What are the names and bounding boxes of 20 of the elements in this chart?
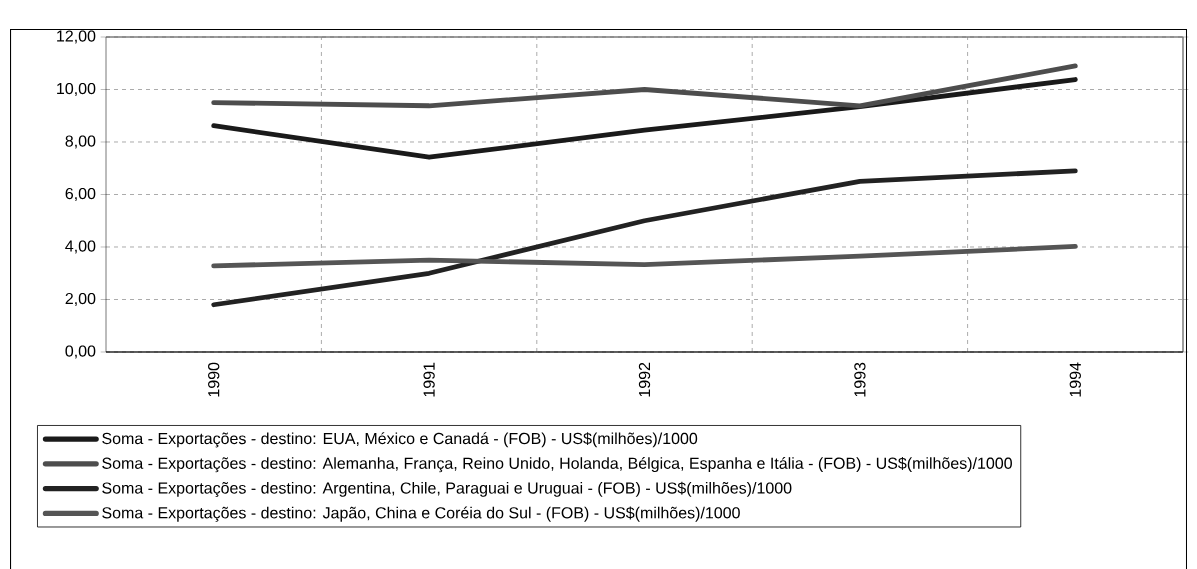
line-series: [211, 63, 1078, 109]
legend-label: Soma - Exportações - destino: Alemanha, França, Reino Unido, Holanda, Bélgica, Espanha e Itália - (FOB) - US$(milhões)/1000: [102, 456, 1012, 473]
legend-label: Soma - Exportações - destino: Argentina, Chile, Paraguai e Uruguai - (FOB) - US$(milhões)/1000: [102, 481, 792, 497]
line-series: [211, 244, 1078, 269]
x-tick-label: 1991: [423, 362, 435, 397]
y-tick-label: 8,00: [65, 135, 96, 149]
y-tick-label: 6,00: [65, 187, 96, 202]
legend-label: Soma - Exportações - destino: Japão, China e Coréia do Sul - (FOB) - US$(milhões)/1000: [102, 506, 740, 522]
x-tick-label: 1994: [1069, 362, 1081, 397]
y-tick-label: 12,00: [57, 30, 96, 44]
legend-label: Soma - Exportações - destino: EUA, México e Canadá - (FOB) - US$(milhões)/1000: [102, 432, 698, 448]
x-tick-label: 1990: [208, 362, 220, 397]
y-tick-label: 0,00: [65, 345, 96, 359]
line-series: [211, 168, 1078, 308]
y-tick-label: 2,00: [65, 292, 96, 307]
x-tick-label: 1993: [854, 362, 866, 397]
line-series: [211, 77, 1078, 160]
y-tick-label: 4,00: [65, 240, 96, 254]
y-tick-label: 10,00: [57, 82, 96, 97]
x-tick-label: 1992: [638, 362, 651, 397]
